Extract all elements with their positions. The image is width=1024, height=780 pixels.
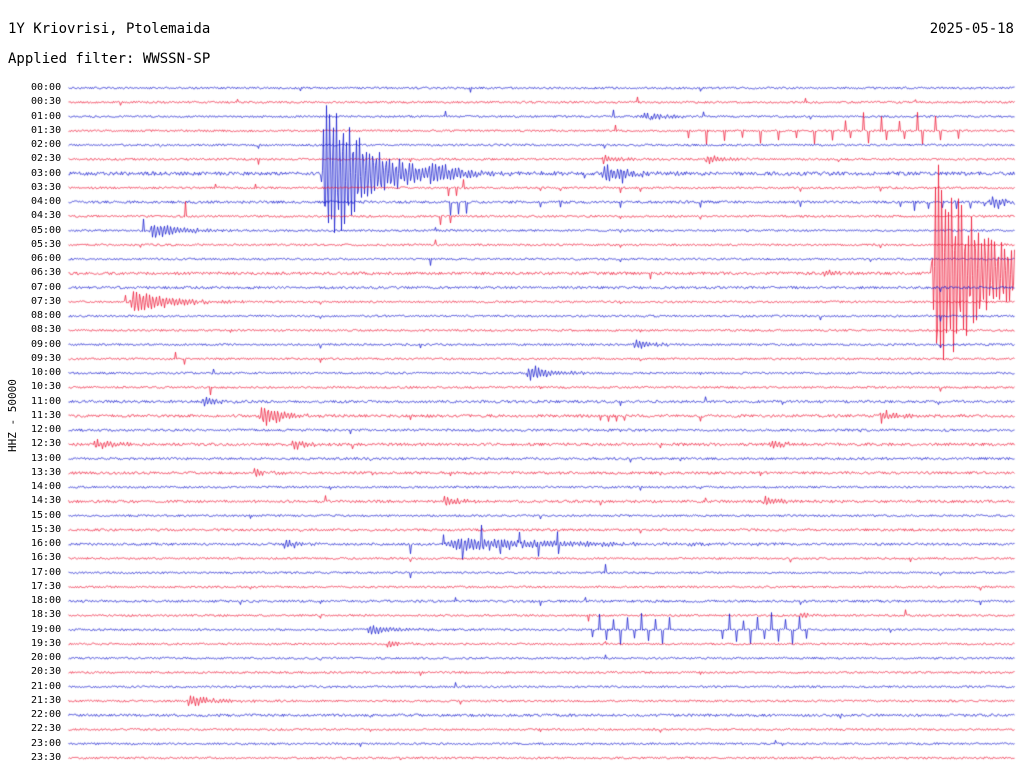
helicorder-page: 1Y Kriovrisi, Ptolemaida 2025-05-18 Appl…: [0, 0, 1024, 780]
seismogram-canvas: [0, 0, 1024, 780]
